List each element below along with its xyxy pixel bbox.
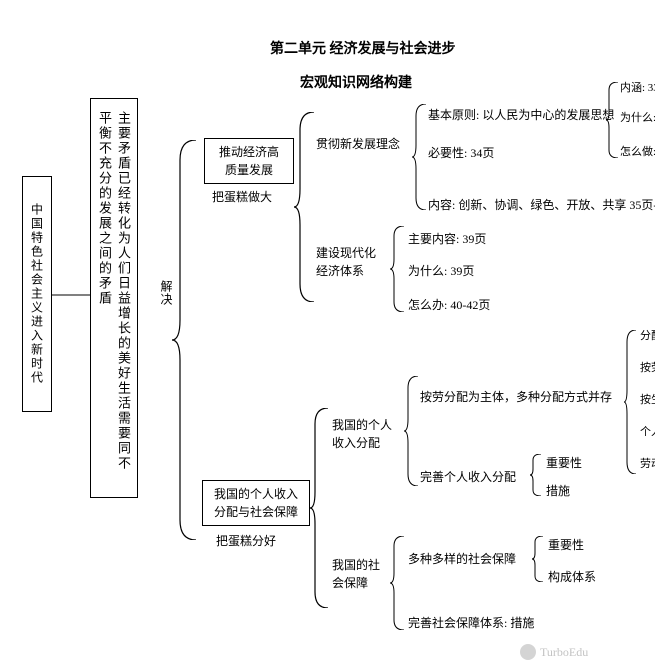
root-box: 中国特色社会主义进入新时代 bbox=[22, 176, 52, 412]
improve-label: 完善个人收入分配 bbox=[420, 468, 516, 486]
dist-r5: 劳动的重要性 bbox=[640, 456, 655, 473]
social-improve: 完善社会保障体系: 措施 bbox=[408, 614, 534, 632]
social-r1: 重要性 bbox=[548, 536, 584, 554]
section-a-line1: 推动经济高 bbox=[211, 143, 287, 161]
page-title: 第二单元 经济发展与社会进步 bbox=[270, 38, 456, 58]
dist-r3: 按生产要素分配 bbox=[640, 392, 655, 409]
brace-social-right bbox=[532, 536, 546, 582]
build-r3: 怎么办: 40-42页 bbox=[408, 296, 490, 314]
brace-improve bbox=[530, 454, 544, 496]
principle-r3: 怎么做: 33页 bbox=[620, 144, 655, 161]
brace-dist-right bbox=[624, 330, 640, 474]
principle-r2: 为什么: 33页 bbox=[620, 110, 655, 127]
improve-r2: 措施 bbox=[546, 482, 570, 500]
necessity-label: 必要性: 34页 bbox=[428, 144, 494, 162]
social-line2: 会保障 bbox=[332, 574, 368, 592]
watermark: TurboEdu bbox=[520, 644, 588, 660]
social-multi: 多种多样的社会保障 bbox=[408, 550, 516, 568]
income-line2: 收入分配 bbox=[332, 434, 380, 452]
brace-main bbox=[172, 140, 200, 540]
watermark-logo-icon bbox=[520, 644, 536, 660]
build-line1: 建设现代化 bbox=[316, 244, 376, 262]
principle-label: 基本原则: 以人民为中心的发展思想 bbox=[428, 106, 614, 124]
line-root bbox=[52, 294, 90, 296]
build-line2: 经济体系 bbox=[316, 262, 364, 280]
section-b-line2: 分配与社会保障 bbox=[209, 503, 303, 521]
income-line1: 我国的个人 bbox=[332, 416, 392, 434]
connector-label: 解决 bbox=[158, 280, 175, 306]
brace-b bbox=[310, 408, 332, 608]
brace-build bbox=[390, 226, 408, 312]
section-b-caption: 把蛋糕分好 bbox=[216, 532, 276, 550]
social-line1: 我国的社 bbox=[332, 556, 380, 574]
build-r1: 主要内容: 39页 bbox=[408, 230, 486, 248]
brace-social bbox=[390, 536, 408, 630]
improve-r1: 重要性 bbox=[546, 454, 582, 472]
section-b-line1: 我国的个人收入 bbox=[209, 485, 303, 503]
brace-a bbox=[294, 112, 318, 302]
dist-r4: 个人收入途径 bbox=[640, 424, 655, 441]
content-label: 内容: 创新、协调、绿色、开放、共享 35页-38页 bbox=[428, 196, 655, 214]
watermark-text: TurboEdu bbox=[540, 645, 588, 660]
principle-r1: 内涵: 33页 bbox=[620, 80, 655, 97]
section-a-caption: 把蛋糕做大 bbox=[212, 188, 272, 206]
build-r2: 为什么: 39页 bbox=[408, 262, 474, 280]
concept-label: 贯彻新发展理念 bbox=[316, 135, 400, 153]
section-a-line2: 质量发展 bbox=[211, 161, 287, 179]
contradiction-box: 主要矛盾已经转化为人们日益增长的美好生活需要同不平衡不充分的发展之间的矛盾 bbox=[90, 98, 138, 498]
dist-r2: 按劳分配 bbox=[640, 360, 655, 377]
section-a-box: 推动经济高 质量发展 bbox=[204, 138, 294, 184]
page-subtitle: 宏观知识网络构建 bbox=[300, 72, 412, 92]
section-b-box: 我国的个人收入 分配与社会保障 bbox=[202, 480, 310, 526]
social-r2: 构成体系 bbox=[548, 568, 596, 586]
dist-r1: 分配制度 bbox=[640, 328, 655, 345]
dist-main: 按劳分配为主体，多种分配方式并存 bbox=[420, 388, 612, 406]
